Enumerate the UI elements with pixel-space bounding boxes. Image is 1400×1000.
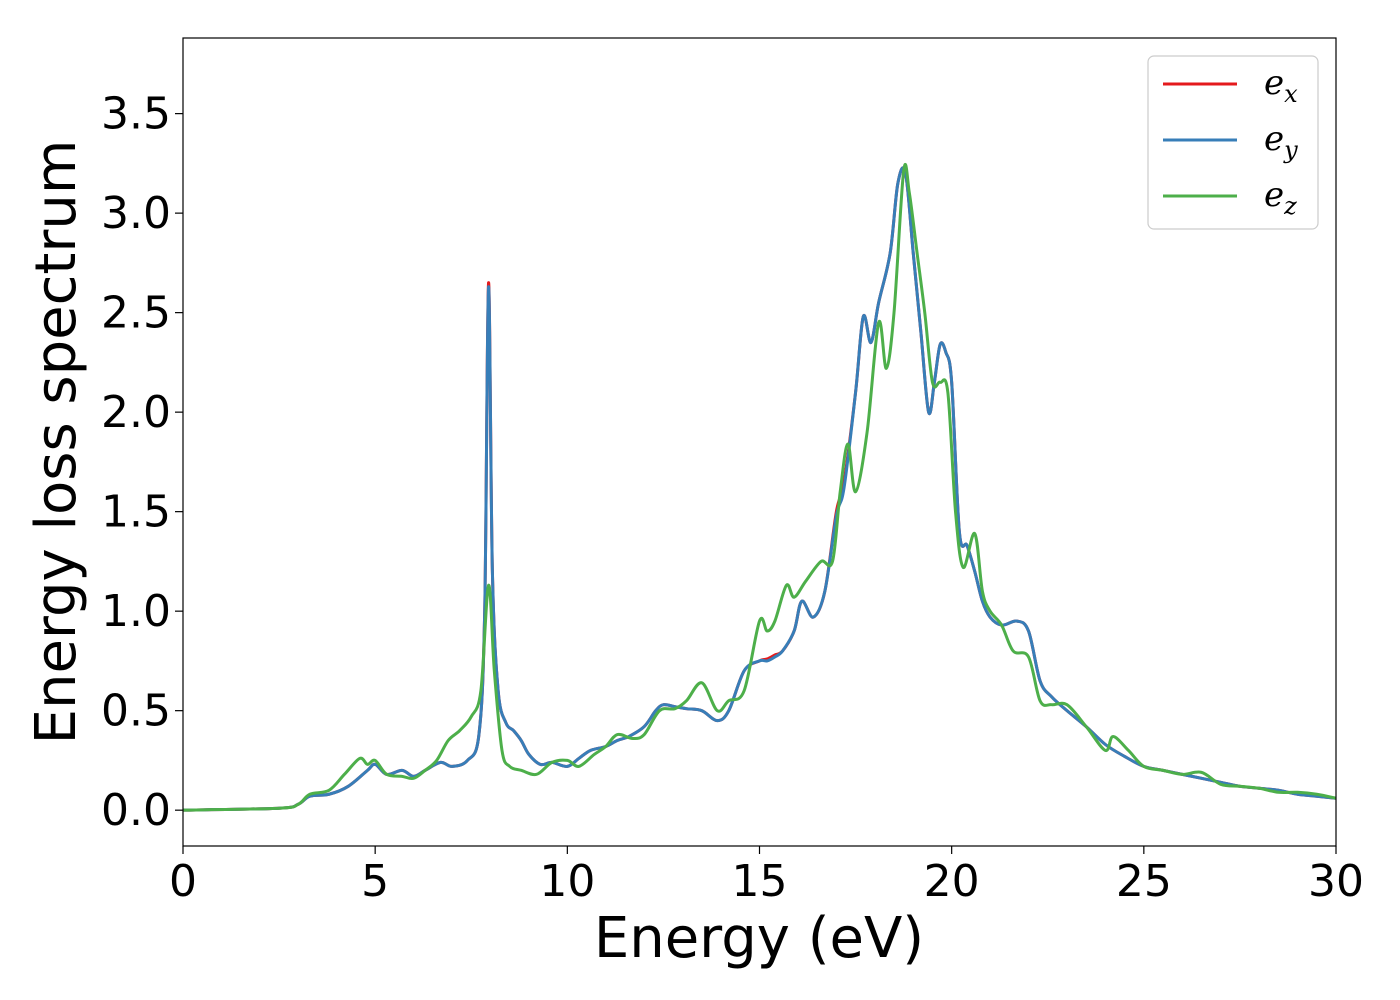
x-tick-label: 0 [169, 856, 197, 907]
y-tick-label: 0.5 [101, 686, 171, 737]
legend-subscript-x: x [1284, 80, 1298, 108]
x-tick-label: 15 [732, 856, 788, 907]
x-tick-label: 25 [1116, 856, 1172, 907]
y-tick-label: 2.5 [101, 288, 171, 339]
y-axis-ticks: 0.0 0.5 1.0 1.5 2.0 2.5 3.0 3.5 [101, 89, 183, 836]
series-line-ez [183, 162, 1336, 812]
x-tick-label: 10 [539, 856, 595, 907]
series-layer [183, 162, 1336, 812]
x-axis-title: Energy (eV) [594, 906, 924, 971]
x-tick-label: 20 [924, 856, 980, 907]
series-line-ey [183, 166, 1336, 812]
legend-subscript-z: z [1283, 192, 1297, 220]
y-tick-label: 1.0 [101, 586, 171, 637]
y-axis-title: Energy loss spectrum [24, 140, 89, 745]
legend-subscript-y: y [1283, 136, 1298, 164]
y-tick-label: 1.5 [101, 487, 171, 538]
y-tick-label: 0.0 [101, 785, 171, 836]
x-tick-label: 5 [361, 856, 389, 907]
y-tick-label: 3.5 [101, 89, 171, 140]
x-tick-label: 30 [1308, 856, 1364, 907]
legend-box [1147, 55, 1319, 230]
y-tick-label: 3.0 [101, 188, 171, 239]
y-tick-label: 2.0 [101, 387, 171, 438]
x-axis-ticks: 0 5 10 15 20 25 30 [169, 846, 1364, 907]
